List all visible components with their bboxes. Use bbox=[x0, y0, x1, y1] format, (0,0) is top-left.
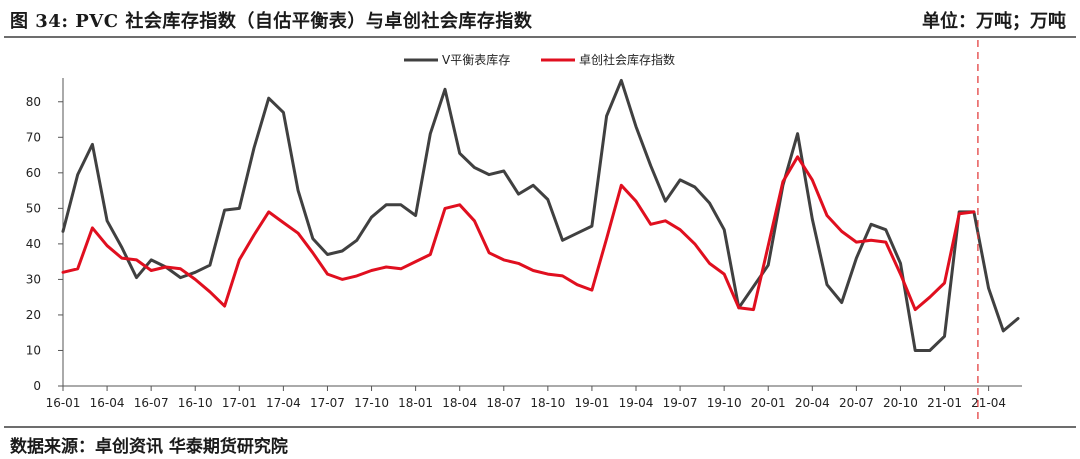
title-rule bbox=[4, 36, 1076, 38]
x-tick-label: 16-01 bbox=[46, 396, 81, 410]
figure-title: 图 34: PVC 社会库存指数（自估平衡表）与卓创社会库存指数 bbox=[10, 11, 533, 32]
x-tick-label: 19-01 bbox=[574, 396, 609, 410]
x-tick-label: 17-10 bbox=[354, 396, 389, 410]
series-line-1 bbox=[61, 78, 1020, 352]
footer-rule bbox=[4, 426, 1076, 428]
y-tick-label: 60 bbox=[26, 166, 41, 180]
x-tick-label: 20-10 bbox=[883, 396, 918, 410]
x-tick-label: 17-01 bbox=[222, 396, 257, 410]
x-tick-label: 18-04 bbox=[442, 396, 477, 410]
x-tick-label: 19-07 bbox=[663, 396, 698, 410]
title-bar: 图 34: PVC 社会库存指数（自估平衡表）与卓创社会库存指数 单位：万吨；万… bbox=[0, 0, 1080, 40]
series-layer bbox=[61, 78, 1020, 352]
x-tick-label: 17-07 bbox=[310, 396, 345, 410]
line-chart: 0 10 20 30 40 50 60 70 80 16-01 16-04 16-07 16-10 17… bbox=[26, 40, 1022, 424]
x-tick-label: 19-10 bbox=[707, 396, 742, 410]
x-tick-label: 20-07 bbox=[839, 396, 874, 410]
x-tick-label: 21-01 bbox=[927, 396, 962, 410]
y-axis: 0 10 20 30 40 50 60 70 80 bbox=[26, 78, 64, 393]
y-tick-label: 80 bbox=[26, 95, 41, 109]
x-tick-label: 16-10 bbox=[178, 396, 213, 410]
y-tick-label: 10 bbox=[26, 343, 41, 357]
y-tick-label: 0 bbox=[33, 379, 41, 393]
y-tick-label: 50 bbox=[26, 201, 41, 215]
x-axis: 16-01 16-04 16-07 16-10 17-01 17-04 17-07 17-10… bbox=[46, 385, 1022, 410]
x-tick-label: 19-04 bbox=[619, 396, 654, 410]
x-tick-label: 18-01 bbox=[398, 396, 433, 410]
legend-label-series-1: V平衡表库存 bbox=[442, 52, 510, 67]
y-tick-label: 40 bbox=[26, 237, 41, 251]
x-tick-label: 18-07 bbox=[486, 396, 521, 410]
x-tick-label: 16-04 bbox=[90, 396, 125, 410]
series-line-2 bbox=[61, 155, 976, 312]
source-note: 数据来源：卓创资讯 华泰期货研究院 bbox=[10, 437, 288, 457]
legend-label-series-2: 卓创社会库存指数 bbox=[579, 52, 675, 67]
legend: V平衡表库存 卓创社会库存指数 bbox=[404, 52, 675, 67]
x-tick-label: 21-04 bbox=[971, 396, 1006, 410]
x-tick-label: 20-04 bbox=[795, 396, 830, 410]
y-tick-label: 30 bbox=[26, 272, 41, 286]
y-tick-label: 20 bbox=[26, 308, 41, 322]
unit-label: 单位：万吨；万吨 bbox=[922, 11, 1066, 32]
x-tick-label: 18-10 bbox=[530, 396, 565, 410]
x-tick-label: 17-04 bbox=[266, 396, 301, 410]
x-tick-label: 16-07 bbox=[134, 396, 169, 410]
x-tick-label: 20-01 bbox=[751, 396, 786, 410]
y-tick-label: 70 bbox=[26, 130, 41, 144]
